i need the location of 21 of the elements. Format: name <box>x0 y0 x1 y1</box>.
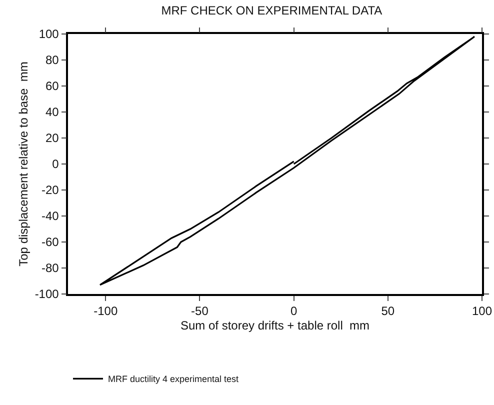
legend-label: MRF ductility 4 experimental test <box>108 374 240 384</box>
x-axis-title: Sum of storey drifts + table roll mm <box>180 318 370 333</box>
y-tick-label: 60 <box>45 79 60 94</box>
y-tick-label: 20 <box>45 131 60 146</box>
y-tick-label: -100 <box>34 287 60 302</box>
y-tick-label: 100 <box>38 27 60 42</box>
x-tick-label: -100 <box>94 304 118 318</box>
chart-title: MRF CHECK ON EXPERIMENTAL DATA <box>161 3 382 18</box>
y-tick-label: 0 <box>52 157 60 172</box>
x-tick-label: 50 <box>381 304 395 318</box>
y-tick-label: -40 <box>42 209 60 224</box>
x-tick-label: -50 <box>191 304 209 318</box>
y-tick-label: 80 <box>45 53 60 68</box>
y-tick-label: 40 <box>45 105 60 120</box>
y-tick-label: -80 <box>42 261 60 276</box>
x-tick-label: 100 <box>472 304 492 318</box>
x-tick-label: 0 <box>290 304 298 318</box>
y-axis-title: Top displacement relative to base mm <box>16 62 31 266</box>
line-series <box>99 36 476 286</box>
y-tick-label: -60 <box>42 235 60 250</box>
y-tick-label: -20 <box>42 183 60 198</box>
